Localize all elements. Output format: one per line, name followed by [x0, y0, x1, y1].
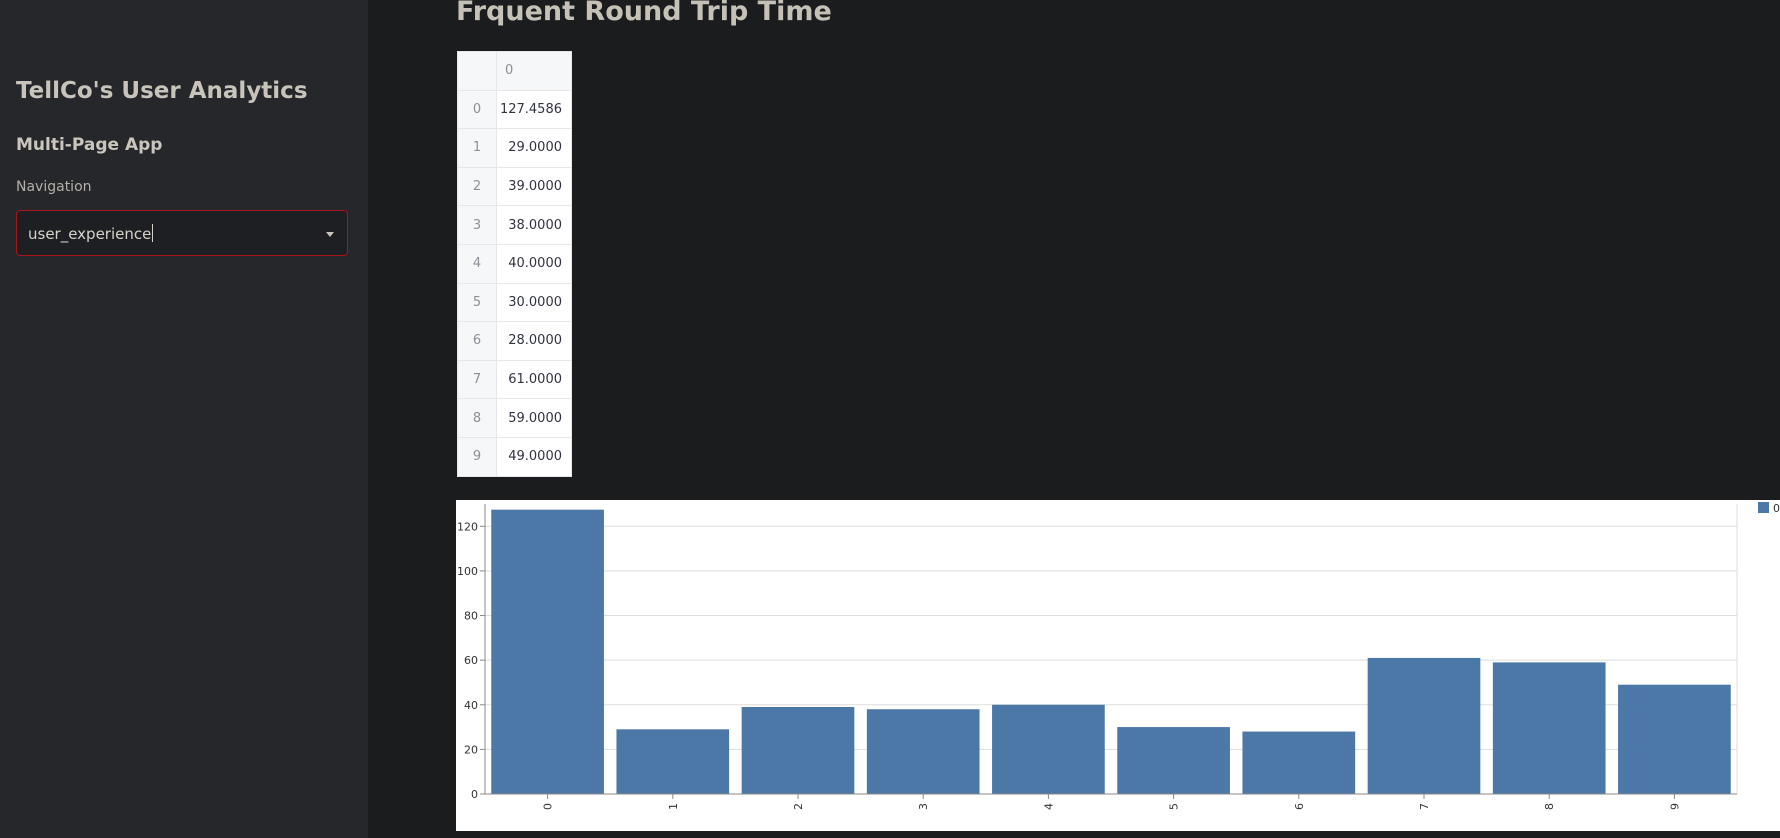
- table-row: 0 127.4586: [457, 89, 572, 130]
- table-cell-value[interactable]: 39.0000: [496, 166, 572, 207]
- text-caret: [152, 224, 154, 242]
- navigation-select[interactable]: user_experience: [16, 210, 348, 256]
- bar: [1242, 731, 1356, 794]
- page-title: Frquent Round Trip Time: [456, 0, 832, 27]
- table-row-index: 1: [457, 128, 497, 168]
- sidebar-subtitle: Multi-Page App: [16, 135, 163, 155]
- x-tick-label: 4: [1042, 803, 1055, 810]
- legend-swatch: [1758, 502, 1769, 513]
- table-row: 2 39.0000: [457, 166, 572, 207]
- navigation-select-value[interactable]: user_experience: [28, 224, 154, 243]
- table-row-index: 9: [457, 436, 497, 477]
- table-row: 9 49.0000: [457, 436, 572, 477]
- navigation-select-text: user_experience: [28, 225, 152, 243]
- y-tick-label: 40: [464, 699, 478, 712]
- table-cell-value[interactable]: 30.0000: [496, 282, 572, 323]
- y-tick-label: 120: [457, 520, 478, 533]
- bar: [866, 709, 980, 794]
- table-row-index: 7: [457, 359, 497, 400]
- x-tick-label: 0: [542, 803, 555, 810]
- bar: [1618, 684, 1731, 794]
- table-row-index: 8: [457, 398, 497, 438]
- bar: [1492, 662, 1606, 794]
- bar: [992, 704, 1105, 794]
- table-cell-value[interactable]: 49.0000: [496, 436, 572, 477]
- table-row-index: 3: [457, 205, 497, 245]
- table-index-header: [457, 51, 497, 91]
- table-row: 5 30.0000: [457, 282, 572, 323]
- bar: [491, 509, 604, 794]
- table-row: 7 61.0000: [457, 359, 572, 400]
- bar-chart: 0 20 40 60 80 100 120 0 1 2 3 4 5 6 7 8 9 0: [456, 500, 1780, 831]
- table-header-row: 0: [457, 51, 572, 91]
- x-tick-label: 5: [1168, 803, 1181, 810]
- x-tick-label: 3: [917, 803, 930, 810]
- y-tick-label: 20: [464, 743, 478, 756]
- table-cell-value[interactable]: 127.4586: [496, 89, 572, 130]
- x-tick-label: 1: [667, 803, 680, 810]
- table-row-index: 5: [457, 282, 497, 323]
- y-tick-label: 60: [464, 654, 478, 667]
- table-cell-value[interactable]: 40.0000: [496, 243, 572, 284]
- x-tick-label: 6: [1293, 803, 1306, 810]
- y-tick-label: 0: [471, 788, 478, 801]
- sidebar-title: TellCo's User Analytics: [16, 78, 308, 104]
- table-body: 0 127.4586 1 29.0000 2 39.0000 3 38.0000 4 40.000…: [457, 89, 572, 477]
- table-row: 1 29.0000: [457, 128, 572, 168]
- table-row: 6 28.0000: [457, 321, 572, 361]
- chevron-down-icon[interactable]: [326, 232, 334, 237]
- bar: [741, 707, 855, 794]
- x-tick-label: 9: [1668, 803, 1681, 810]
- x-tick-label: 7: [1418, 803, 1431, 810]
- table-row: 8 59.0000: [457, 398, 572, 438]
- navigation-label: Navigation: [16, 179, 92, 195]
- table-cell-value[interactable]: 38.0000: [496, 205, 572, 245]
- y-tick-label: 80: [464, 610, 478, 623]
- table-cell-value[interactable]: 59.0000: [496, 398, 572, 438]
- table-row-index: 2: [457, 166, 497, 207]
- x-tick-label: 2: [792, 803, 805, 810]
- x-tick-label: 8: [1543, 803, 1556, 810]
- data-table: 0 0 127.4586 1 29.0000 2 39.0000 3 38.0000 4 40.0…: [457, 51, 572, 477]
- table-row: 4 40.0000: [457, 243, 572, 284]
- table-row-index: 0: [457, 89, 497, 130]
- table-cell-value[interactable]: 61.0000: [496, 359, 572, 400]
- bar: [1367, 657, 1481, 794]
- bar: [616, 729, 730, 794]
- table-row: 3 38.0000: [457, 205, 572, 245]
- table-cell-value[interactable]: 29.0000: [496, 128, 572, 168]
- table-column-header[interactable]: 0: [496, 51, 572, 91]
- table-cell-value[interactable]: 28.0000: [496, 321, 572, 361]
- sidebar: TellCo's User Analytics Multi-Page App N…: [0, 0, 368, 838]
- y-tick-label: 100: [457, 565, 478, 578]
- table-row-index: 6: [457, 321, 497, 361]
- bar-chart-svg: 0 20 40 60 80 100 120 0 1 2 3 4 5 6 7 8 9 0: [457, 502, 1780, 810]
- legend-label: 0: [1773, 502, 1780, 515]
- bar: [1117, 727, 1230, 794]
- table-row-index: 4: [457, 243, 497, 284]
